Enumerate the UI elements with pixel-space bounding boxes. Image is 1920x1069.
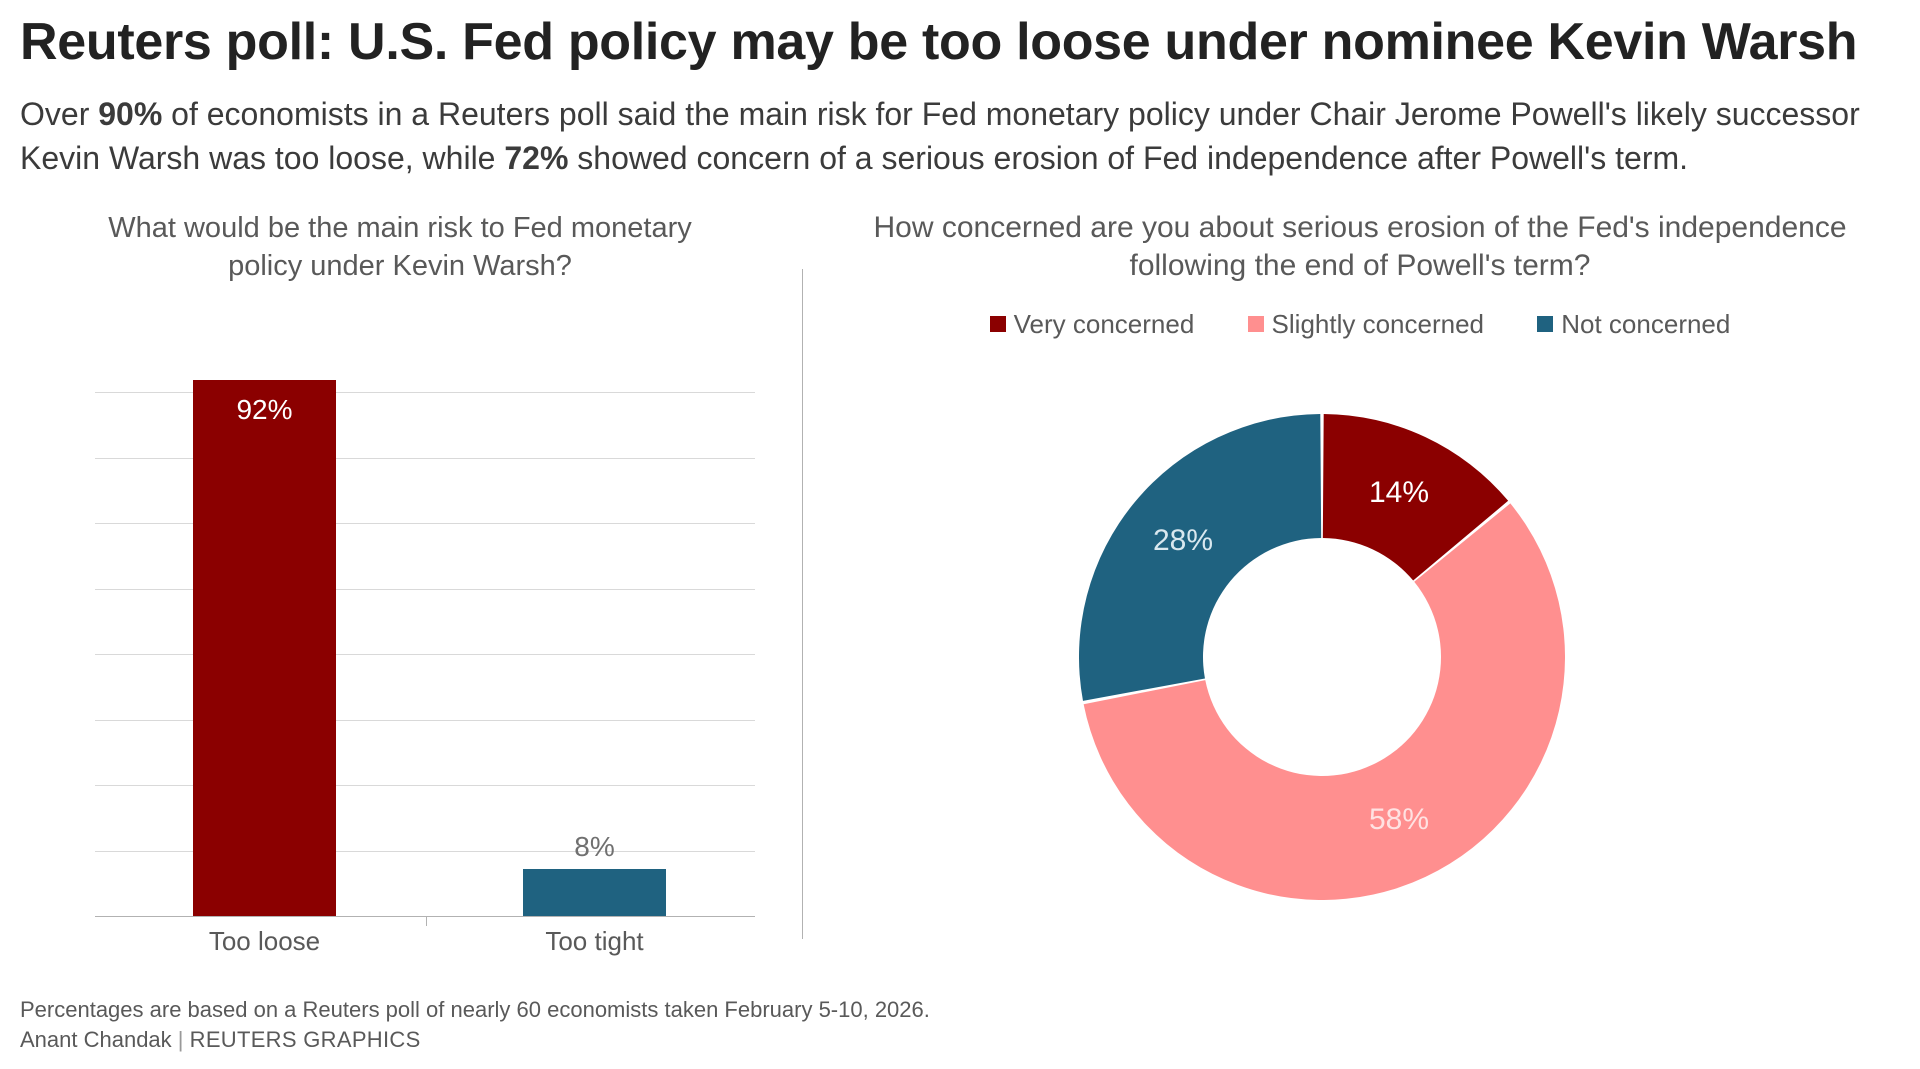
svg-text:28%: 28% — [1153, 524, 1213, 557]
svg-text:58%: 58% — [1369, 803, 1429, 836]
svg-text:14%: 14% — [1369, 476, 1429, 509]
